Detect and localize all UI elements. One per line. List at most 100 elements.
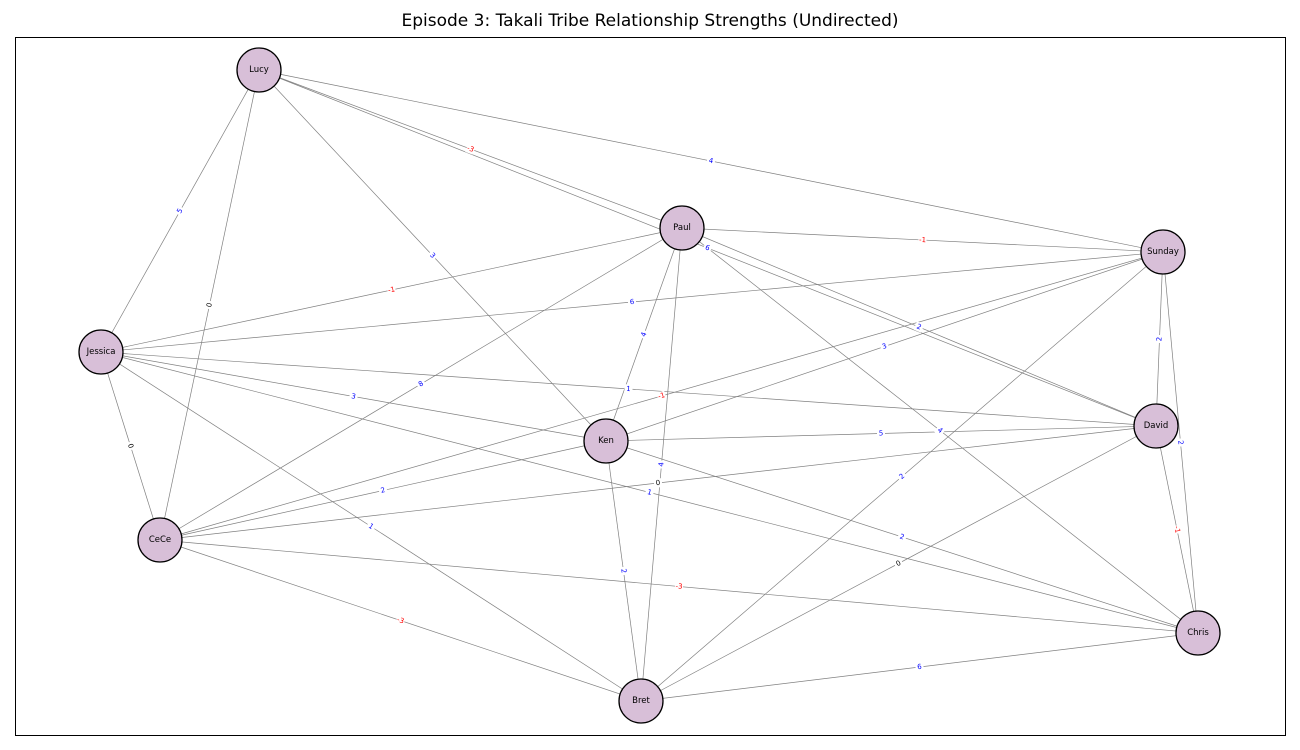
edge-label-background (204, 300, 215, 310)
node-label: Ken (598, 436, 614, 446)
edge-weight-label: 4 (638, 329, 650, 340)
edge-weight-label: 2 (896, 470, 908, 483)
edge-weight-label: -1 (656, 390, 667, 402)
edge-weight-label: 0 (653, 478, 663, 488)
node-label: Sunday (1147, 247, 1179, 257)
node-label: CeCe (149, 535, 171, 545)
edge-weight-label: 3 (348, 391, 359, 402)
edge-weight-text: 0 (205, 302, 214, 308)
edge-label-background (879, 340, 890, 353)
edge-weight-label: -1 (918, 235, 927, 245)
edge-label-background (656, 460, 667, 469)
node-ken: Ken (583, 418, 629, 464)
node-label: Paul (673, 223, 691, 233)
edge-label-background (627, 297, 637, 307)
node-lucy: Lucy (236, 47, 282, 93)
node-bret: Bret (618, 678, 664, 724)
edge-label-background (395, 614, 406, 627)
node-circle (1133, 403, 1179, 449)
edge-weight-text: 0 (655, 479, 660, 487)
edge-label-background (913, 321, 925, 333)
edge-label-background (674, 581, 684, 592)
edge-weight-text: 5 (879, 429, 884, 437)
node-label: Lucy (249, 65, 269, 75)
node-label: Chris (1187, 628, 1209, 638)
edge-label-background (702, 242, 713, 254)
edge-weight-label: 4 (656, 460, 667, 469)
node-label: Bret (632, 696, 650, 706)
edge-label-background (934, 424, 946, 437)
edge-weight-text: -3 (396, 616, 405, 626)
edge-weight-text: 4 (639, 331, 648, 338)
node-circle (236, 47, 282, 93)
nodes-layer: Lucy Paul Sunday Jessica Ken David CeCe Chris Br… (78, 47, 1221, 724)
node-david: David (1133, 403, 1179, 449)
edge-weight-label: 2 (378, 485, 388, 496)
edge-weight-label: 3 (879, 340, 890, 353)
edge-weight-label: -3 (395, 614, 406, 627)
edge-weight-text: -1 (387, 285, 396, 294)
edge-label-background (624, 384, 633, 394)
node-circle (137, 517, 183, 563)
edge-label-background (465, 143, 476, 155)
edge-weight-text: 6 (629, 298, 635, 306)
edge-weight-text: 3 (428, 251, 437, 260)
edge-weight-label: 1 (624, 384, 633, 394)
edge-weight-label: -3 (465, 143, 476, 155)
edge-weight-label: 2 (1154, 334, 1165, 344)
edge-weight-label: 6 (702, 242, 713, 254)
node-circle (659, 205, 705, 251)
edge-label-background (896, 470, 908, 483)
edge-label-background (618, 566, 629, 576)
edge-weight-label: 2 (618, 566, 629, 576)
chart-title: Episode 3: Takali Tribe Relationship Str… (401, 11, 899, 31)
edge-label-background (653, 478, 663, 488)
edge-label-background (706, 155, 716, 167)
node-circle (78, 329, 124, 375)
node-sunday: Sunday (1140, 229, 1186, 275)
edge-label-background (918, 235, 927, 245)
edge-weight-label: 0 (892, 557, 905, 570)
edge-label-background (644, 487, 655, 498)
edge-weight-text: -1 (919, 236, 926, 244)
edge-weight-text: 3 (881, 342, 888, 351)
edge-weight-text: 1 (367, 522, 375, 531)
edge-weight-text: 8 (417, 379, 425, 388)
edge-weight-text: 4 (657, 461, 665, 467)
edge-label-background (1175, 438, 1186, 447)
edge-weight-label: 0 (125, 440, 136, 452)
edge-weight-text: 1 (626, 385, 631, 393)
node-circle (583, 418, 629, 464)
edge-weight-text: 2 (899, 533, 906, 542)
edge-label-background (914, 662, 925, 672)
edge-weight-text: 4 (708, 157, 714, 166)
edge-weight-label: 6 (914, 662, 925, 672)
node-label: Jessica (86, 347, 116, 357)
edge-label-background (174, 205, 186, 217)
edge-weight-text: 2 (898, 472, 907, 481)
edge-weight-text: -1 (657, 391, 666, 401)
node-cece: CeCe (137, 517, 183, 563)
edge-weight-label: 2 (896, 531, 908, 543)
edge-labels-layer: -345036-1-14844263-12223101152220-10-3-3… (125, 143, 1186, 672)
edge-label-background (365, 520, 377, 533)
edge-weight-text: 2 (1176, 440, 1184, 445)
edge-weight-text: 6 (704, 243, 712, 252)
edge-weight-label: 4 (706, 155, 716, 167)
edge-label-background (1154, 334, 1165, 344)
edge-weight-text: -3 (675, 582, 683, 591)
node-circle (618, 678, 664, 724)
edge-label-background (1171, 524, 1183, 535)
edge-weight-label: 3 (426, 249, 439, 262)
edge-label-background (638, 329, 650, 340)
edge-weight-label: 8 (415, 378, 427, 390)
node-chris: Chris (1175, 610, 1221, 656)
edge-weight-text: 2 (619, 568, 628, 573)
edge-weight-label: 5 (876, 428, 886, 439)
edge-weight-text: 4 (936, 426, 945, 435)
edge-weight-text: 1 (646, 488, 652, 497)
edge-label-background (876, 428, 886, 439)
edge-weight-label: 5 (174, 205, 186, 217)
edge-weight-label: 0 (204, 300, 215, 310)
